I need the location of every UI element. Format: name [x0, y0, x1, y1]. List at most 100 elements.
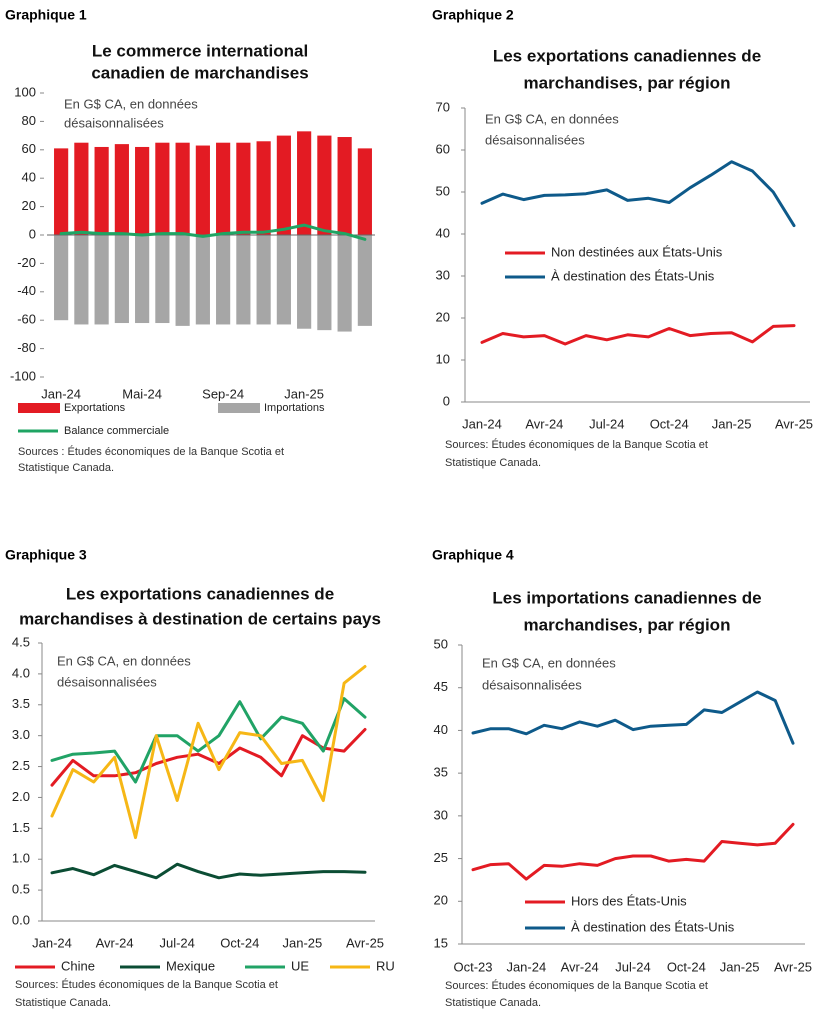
- y-tick-label: 50: [434, 636, 448, 651]
- legend-label: Importations: [264, 402, 325, 414]
- x-tick-label: Jul-24: [615, 959, 650, 974]
- sources: Statistique Canada.: [445, 457, 541, 469]
- y-tick-label: 30: [436, 267, 450, 282]
- y-tick-label: 1.5: [12, 820, 30, 835]
- x-tick-label: Jul-24: [589, 416, 624, 431]
- y-tick-label: 2.0: [12, 789, 30, 804]
- legend-label: Mexique: [166, 958, 215, 973]
- bar: [114, 144, 129, 235]
- y-tick-label: 3.0: [12, 727, 30, 742]
- legend-label: Non destinées aux États-Unis: [551, 244, 723, 259]
- bar: [155, 235, 170, 324]
- y-tick-label: 30: [434, 807, 448, 822]
- bar: [297, 131, 312, 235]
- y-tick-label: 20: [434, 893, 448, 908]
- chart-label: Graphique 3: [5, 547, 87, 563]
- x-tick-label: Jan-25: [284, 386, 324, 401]
- bar: [135, 146, 150, 235]
- sources: Sources: Études économiques de la Banque…: [445, 979, 708, 992]
- bar: [114, 235, 129, 324]
- y-tick-label: 0: [443, 393, 450, 408]
- x-tick-label: Mai-24: [122, 386, 162, 401]
- line: [50, 728, 367, 787]
- bar: [337, 137, 352, 235]
- legend-label: UE: [291, 958, 309, 973]
- y-tick-label: 40: [436, 225, 450, 240]
- bar: [317, 135, 332, 235]
- y-tick-label: 50: [436, 183, 450, 198]
- chart-label: Graphique 2: [432, 7, 514, 23]
- y-tick-label: 60: [436, 141, 450, 156]
- x-tick-label: Jan-24: [506, 959, 546, 974]
- x-tick-label: Avr-24: [561, 959, 599, 974]
- sources: Sources: Études économiques de la Banque…: [15, 978, 278, 991]
- y-tick-label: 0: [29, 226, 36, 241]
- annotation: désaisonnalisées: [485, 132, 585, 147]
- y-tick-label: 80: [22, 113, 36, 128]
- bar: [317, 235, 332, 331]
- line: [471, 822, 795, 881]
- y-tick-label: 35: [434, 765, 448, 780]
- chart-title: Les exportations canadiennes de: [66, 584, 334, 603]
- bar: [216, 235, 231, 325]
- bar: [135, 235, 150, 324]
- x-tick-label: Jan-25: [720, 959, 760, 974]
- annotation: désaisonnalisées: [482, 677, 582, 692]
- x-tick-label: Oct-23: [453, 959, 492, 974]
- legend-swatch: [218, 403, 260, 413]
- line: [50, 862, 367, 880]
- x-tick-label: Jul-24: [159, 935, 194, 950]
- bar: [195, 145, 210, 235]
- bar: [74, 235, 89, 325]
- x-tick-label: Avr-24: [96, 935, 134, 950]
- bar: [297, 235, 312, 329]
- sources: Statistique Canada.: [18, 462, 114, 474]
- line: [471, 690, 795, 745]
- bar: [94, 235, 109, 325]
- y-tick-label: -100: [10, 368, 36, 383]
- y-tick-label: -60: [17, 312, 36, 327]
- y-tick-label: 3.5: [12, 696, 30, 711]
- y-tick-label: -40: [17, 283, 36, 298]
- x-tick-label: Avr-25: [775, 416, 813, 431]
- x-tick-label: Jan-24: [41, 386, 81, 401]
- y-tick-label: 4.0: [12, 665, 30, 680]
- y-tick-label: 1.0: [12, 851, 30, 866]
- chart-label: Graphique 4: [432, 547, 514, 563]
- annotation: désaisonnalisées: [64, 115, 164, 130]
- line: [59, 223, 367, 241]
- x-tick-label: Oct-24: [220, 935, 259, 950]
- bar: [175, 235, 190, 326]
- chart-title: marchandises, par région: [524, 73, 731, 92]
- annotation: En G$ CA, en données: [482, 655, 616, 670]
- chart-title: marchandises, par région: [524, 615, 731, 634]
- bar: [54, 235, 69, 321]
- bar: [337, 235, 352, 332]
- y-tick-label: 40: [22, 170, 36, 185]
- line: [50, 697, 367, 784]
- x-tick-label: Jan-24: [462, 416, 502, 431]
- y-tick-label: 2.5: [12, 758, 30, 773]
- bar: [276, 135, 291, 235]
- line: [480, 160, 796, 228]
- chart-title: marchandises à destination de certains p…: [19, 609, 381, 628]
- bar: [155, 142, 170, 235]
- bar: [357, 235, 372, 326]
- legend-swatch: [18, 403, 60, 413]
- y-tick-label: 4.5: [12, 634, 30, 649]
- y-tick-label: 0.0: [12, 912, 30, 927]
- chart-label: Graphique 1: [5, 7, 87, 23]
- bar: [256, 235, 271, 325]
- legend-label: Balance commerciale: [64, 425, 169, 437]
- x-tick-label: Jan-25: [283, 935, 323, 950]
- line: [480, 324, 796, 346]
- y-tick-label: 45: [434, 679, 448, 694]
- x-tick-label: Avr-25: [346, 935, 384, 950]
- sources: Sources : Études économiques de la Banqu…: [18, 445, 284, 458]
- legend-label: Chine: [61, 958, 95, 973]
- bar: [94, 146, 109, 235]
- bar: [276, 235, 291, 325]
- y-tick-label: 70: [436, 99, 450, 114]
- bar: [216, 142, 231, 235]
- x-tick-label: Jan-24: [32, 935, 72, 950]
